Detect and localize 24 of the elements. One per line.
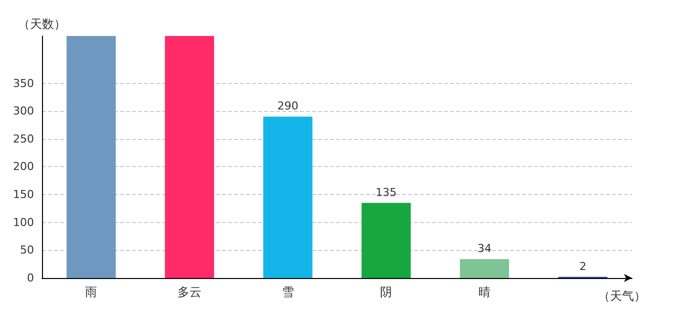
- bar: [362, 202, 411, 278]
- x-tick-label: 雨: [85, 285, 98, 299]
- y-tick-label: 250: [13, 132, 34, 146]
- y-tick-label: 350: [13, 76, 34, 90]
- y-tick-label: 200: [13, 160, 34, 174]
- x-tick-label: 多云: [178, 285, 202, 299]
- bar: [263, 116, 312, 278]
- x-tick-label: 阴: [380, 285, 392, 299]
- x-axis-title: （天气）: [598, 289, 646, 303]
- bar: [164, 36, 214, 278]
- y-tick-label: 100: [13, 216, 34, 229]
- y-tick-label: 50: [20, 244, 34, 257]
- y-tick-label: 0: [27, 272, 34, 284]
- y-tick-label: 150: [13, 188, 34, 202]
- data-label: 135: [376, 186, 397, 199]
- x-tick-label: 雪: [282, 285, 294, 299]
- data-label: 290: [277, 100, 298, 113]
- y-tick-label: 300: [13, 104, 34, 118]
- y-axis-title: （天数）: [18, 17, 66, 31]
- data-label: 2: [579, 260, 586, 273]
- bar: [460, 259, 510, 278]
- data-label: 34: [478, 242, 492, 256]
- x-tick-label: 晴: [478, 285, 490, 299]
- bar: [66, 36, 116, 278]
